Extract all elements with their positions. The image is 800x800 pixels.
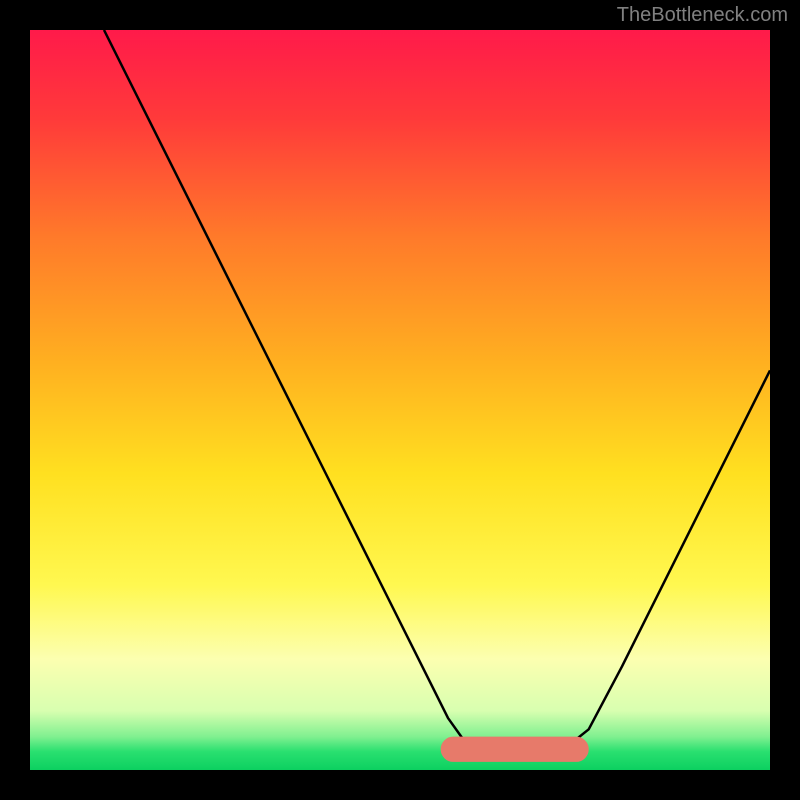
bottleneck-curve-plot [30, 30, 770, 770]
gradient-background [30, 30, 770, 770]
chart-container: TheBottleneck.com [0, 0, 800, 800]
bottleneck-curve-svg [30, 30, 770, 770]
optimal-range-marker [442, 738, 587, 760]
watermark-label: TheBottleneck.com [617, 4, 788, 27]
